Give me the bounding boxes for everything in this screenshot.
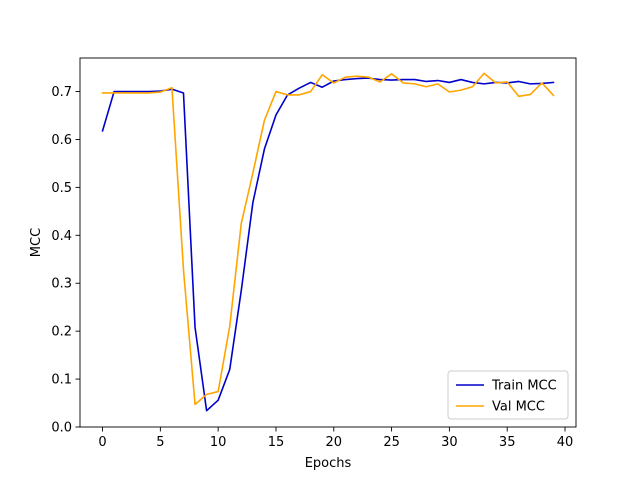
- y-tick-label: 0.5: [51, 181, 72, 196]
- legend: Train MCC Val MCC: [447, 370, 569, 420]
- x-tick-label: 15: [268, 435, 285, 450]
- y-tick-label: 0.1: [51, 373, 72, 388]
- axes-layer: 0 5 10 15 20 25 30 35 40 0.0 0.1 0.2 0.3 0.4 0.5 0.6 0.7: [51, 57, 577, 450]
- x-tick-label: 0: [98, 435, 106, 450]
- y-tick-label: 0.0: [51, 421, 72, 436]
- series-line-2: [101, 72, 555, 406]
- series-layer: [101, 72, 555, 412]
- legend-label-1: Train MCC: [491, 379, 557, 394]
- axes-frame: [79, 57, 577, 428]
- x-tick-label: 10: [210, 435, 227, 450]
- y-tick-label: 0.2: [51, 325, 72, 340]
- y-tick-label: 0.7: [51, 85, 72, 100]
- x-tick-label: 20: [326, 435, 343, 450]
- series-line-1: [101, 77, 555, 412]
- x-tick-label: 5: [156, 435, 164, 450]
- x-tick-label: 25: [383, 435, 400, 450]
- y-axis-label: MCC: [29, 228, 44, 257]
- x-tick-label: 35: [499, 435, 516, 450]
- x-tick-label: 30: [441, 435, 458, 450]
- legend-box: [447, 370, 569, 420]
- y-tick-label: 0.6: [51, 133, 72, 148]
- legend-label-2: Val MCC: [492, 400, 545, 415]
- x-axis-label: Epochs: [305, 456, 352, 471]
- x-tick-label: 40: [557, 435, 574, 450]
- y-tick-label: 0.4: [51, 229, 72, 244]
- y-tick-label: 0.3: [51, 277, 72, 292]
